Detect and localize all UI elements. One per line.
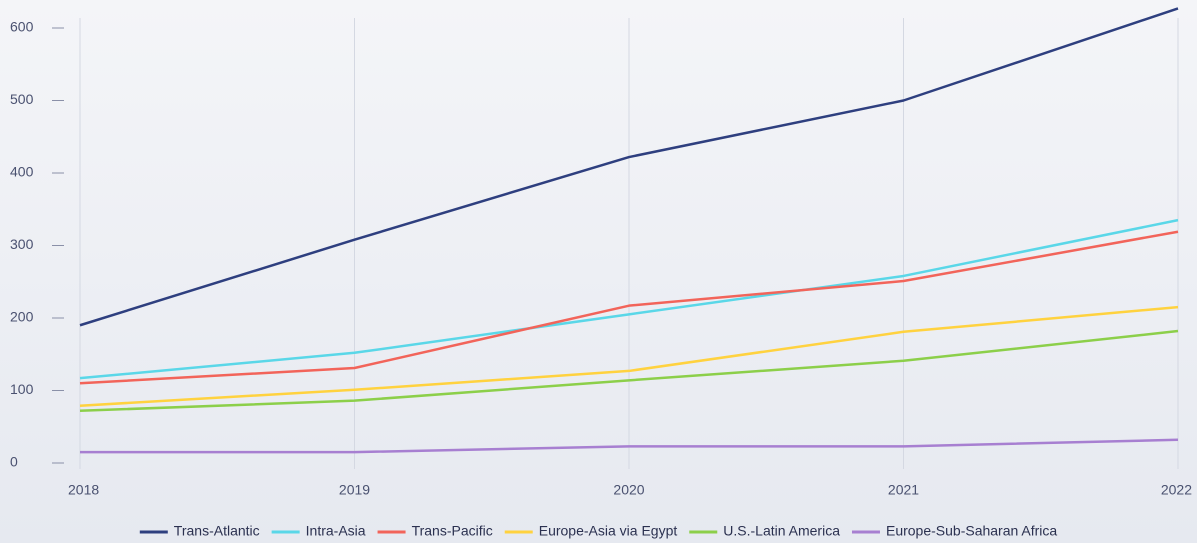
series-line [79, 7, 1179, 327]
x-tick-label: 2022 [1161, 482, 1192, 498]
series-line [80, 438, 1179, 454]
y-tick-label: 100 [10, 381, 34, 397]
series-line [79, 230, 1179, 385]
x-tick-label: 2021 [888, 482, 919, 498]
legend-label: Europe-Asia via Egypt [539, 523, 678, 539]
x-tick-label: 2020 [613, 482, 644, 498]
legend-label: U.S.-Latin America [723, 523, 840, 539]
legend-label: Europe-Sub-Saharan Africa [886, 523, 1057, 539]
legend-label: Trans-Pacific [412, 523, 493, 539]
y-tick-label: 300 [10, 236, 34, 252]
y-tick-label: 200 [10, 309, 34, 325]
series-line [79, 218, 1179, 380]
series-line [79, 329, 1179, 413]
x-tick-label: 2019 [339, 482, 370, 498]
y-tick-label: 600 [10, 19, 34, 35]
x-tick-label: 2018 [68, 482, 99, 498]
y-tick-label: 400 [10, 164, 34, 180]
y-tick-label: 500 [10, 91, 34, 107]
legend-label: Trans-Atlantic [174, 523, 260, 539]
y-tick-label: 0 [10, 454, 18, 470]
legend-label: Intra-Asia [306, 523, 366, 539]
series-line [79, 305, 1179, 407]
